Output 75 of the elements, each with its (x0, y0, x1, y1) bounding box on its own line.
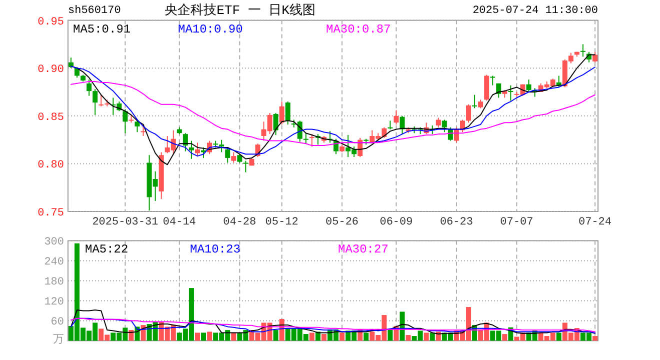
candlestick (592, 51, 598, 63)
x-tick-label: 07-07 (500, 216, 534, 228)
candlestick (182, 132, 188, 152)
text: MA30:0.87 (326, 22, 391, 36)
candlestick (194, 142, 200, 157)
candlestick (526, 79, 532, 92)
candlestick (219, 139, 224, 153)
candlestick (285, 101, 290, 126)
x-tick-label: 07-24 (578, 216, 612, 228)
candlestick (273, 112, 278, 136)
x-tick-label: 05-12 (265, 216, 298, 228)
bar (201, 332, 206, 341)
candlestick (394, 110, 399, 126)
y-tick-label: 300 (44, 236, 64, 249)
candlestick (400, 115, 405, 135)
candlestick (580, 44, 586, 58)
candlestick (472, 94, 478, 109)
y-tick-label: 0.90 (38, 64, 64, 76)
candlestick (92, 88, 98, 116)
candlestick (484, 74, 490, 102)
text: MA30:27 (338, 242, 388, 257)
bar (406, 335, 411, 341)
x-tick-label: 2025-03-31 (92, 216, 159, 228)
y-tick-label: 60 (50, 316, 64, 329)
chart-title: 央企科技ETF 一 日K线图 (164, 3, 316, 18)
candlestick (466, 104, 472, 124)
text: sh560170 (68, 5, 121, 17)
bar (364, 332, 369, 341)
bar (321, 334, 326, 341)
bar (424, 332, 429, 341)
text: MA10:0.90 (178, 22, 243, 36)
candlestick (98, 94, 104, 107)
bar (231, 332, 236, 341)
y-tick-label: 180 (44, 276, 64, 289)
candlestick (86, 79, 92, 96)
candlestick (490, 75, 496, 86)
candlestick (303, 132, 308, 144)
text: MA10:23 (190, 242, 240, 257)
bar (309, 332, 314, 341)
candlestick (231, 152, 236, 164)
y-tick-label: 0.95 (38, 16, 64, 28)
text: MA5:22 (85, 242, 128, 257)
x-tick-label: 06-09 (380, 216, 413, 228)
bar (430, 332, 435, 341)
bar (194, 332, 200, 341)
bar (502, 334, 508, 341)
candlestick (388, 120, 393, 130)
y-tick-label: 120 (44, 296, 64, 309)
x-tick-label: 05-26 (326, 216, 359, 228)
y-tick-label: 240 (44, 256, 64, 269)
text: 2025-07-24 11:30:00 (472, 5, 598, 17)
candlestick (436, 117, 441, 128)
bar (273, 330, 278, 341)
bar (388, 329, 393, 341)
candlestick (225, 146, 230, 164)
bar (340, 332, 345, 341)
bar (592, 336, 598, 341)
candlestick (122, 108, 128, 134)
candlestick (309, 134, 314, 147)
x-tick-label: 06-23 (440, 216, 473, 228)
candlestick (188, 140, 194, 160)
line-series (70, 310, 596, 335)
candlestick (279, 101, 284, 126)
text: MA5:0.91 (73, 22, 131, 36)
candlestick (508, 84, 514, 102)
y-tick-label: 0.80 (38, 160, 64, 172)
candlestick (243, 160, 248, 173)
y-axis-title: 万 (53, 334, 64, 347)
y-tick-label: 0.75 (38, 208, 64, 220)
bar (556, 332, 562, 341)
candlestick (442, 119, 447, 133)
bar (207, 332, 212, 341)
x-tick-label: 04-28 (223, 216, 256, 228)
y-tick-label: 0.85 (38, 112, 64, 124)
x-tick-label: 04-14 (162, 216, 196, 228)
